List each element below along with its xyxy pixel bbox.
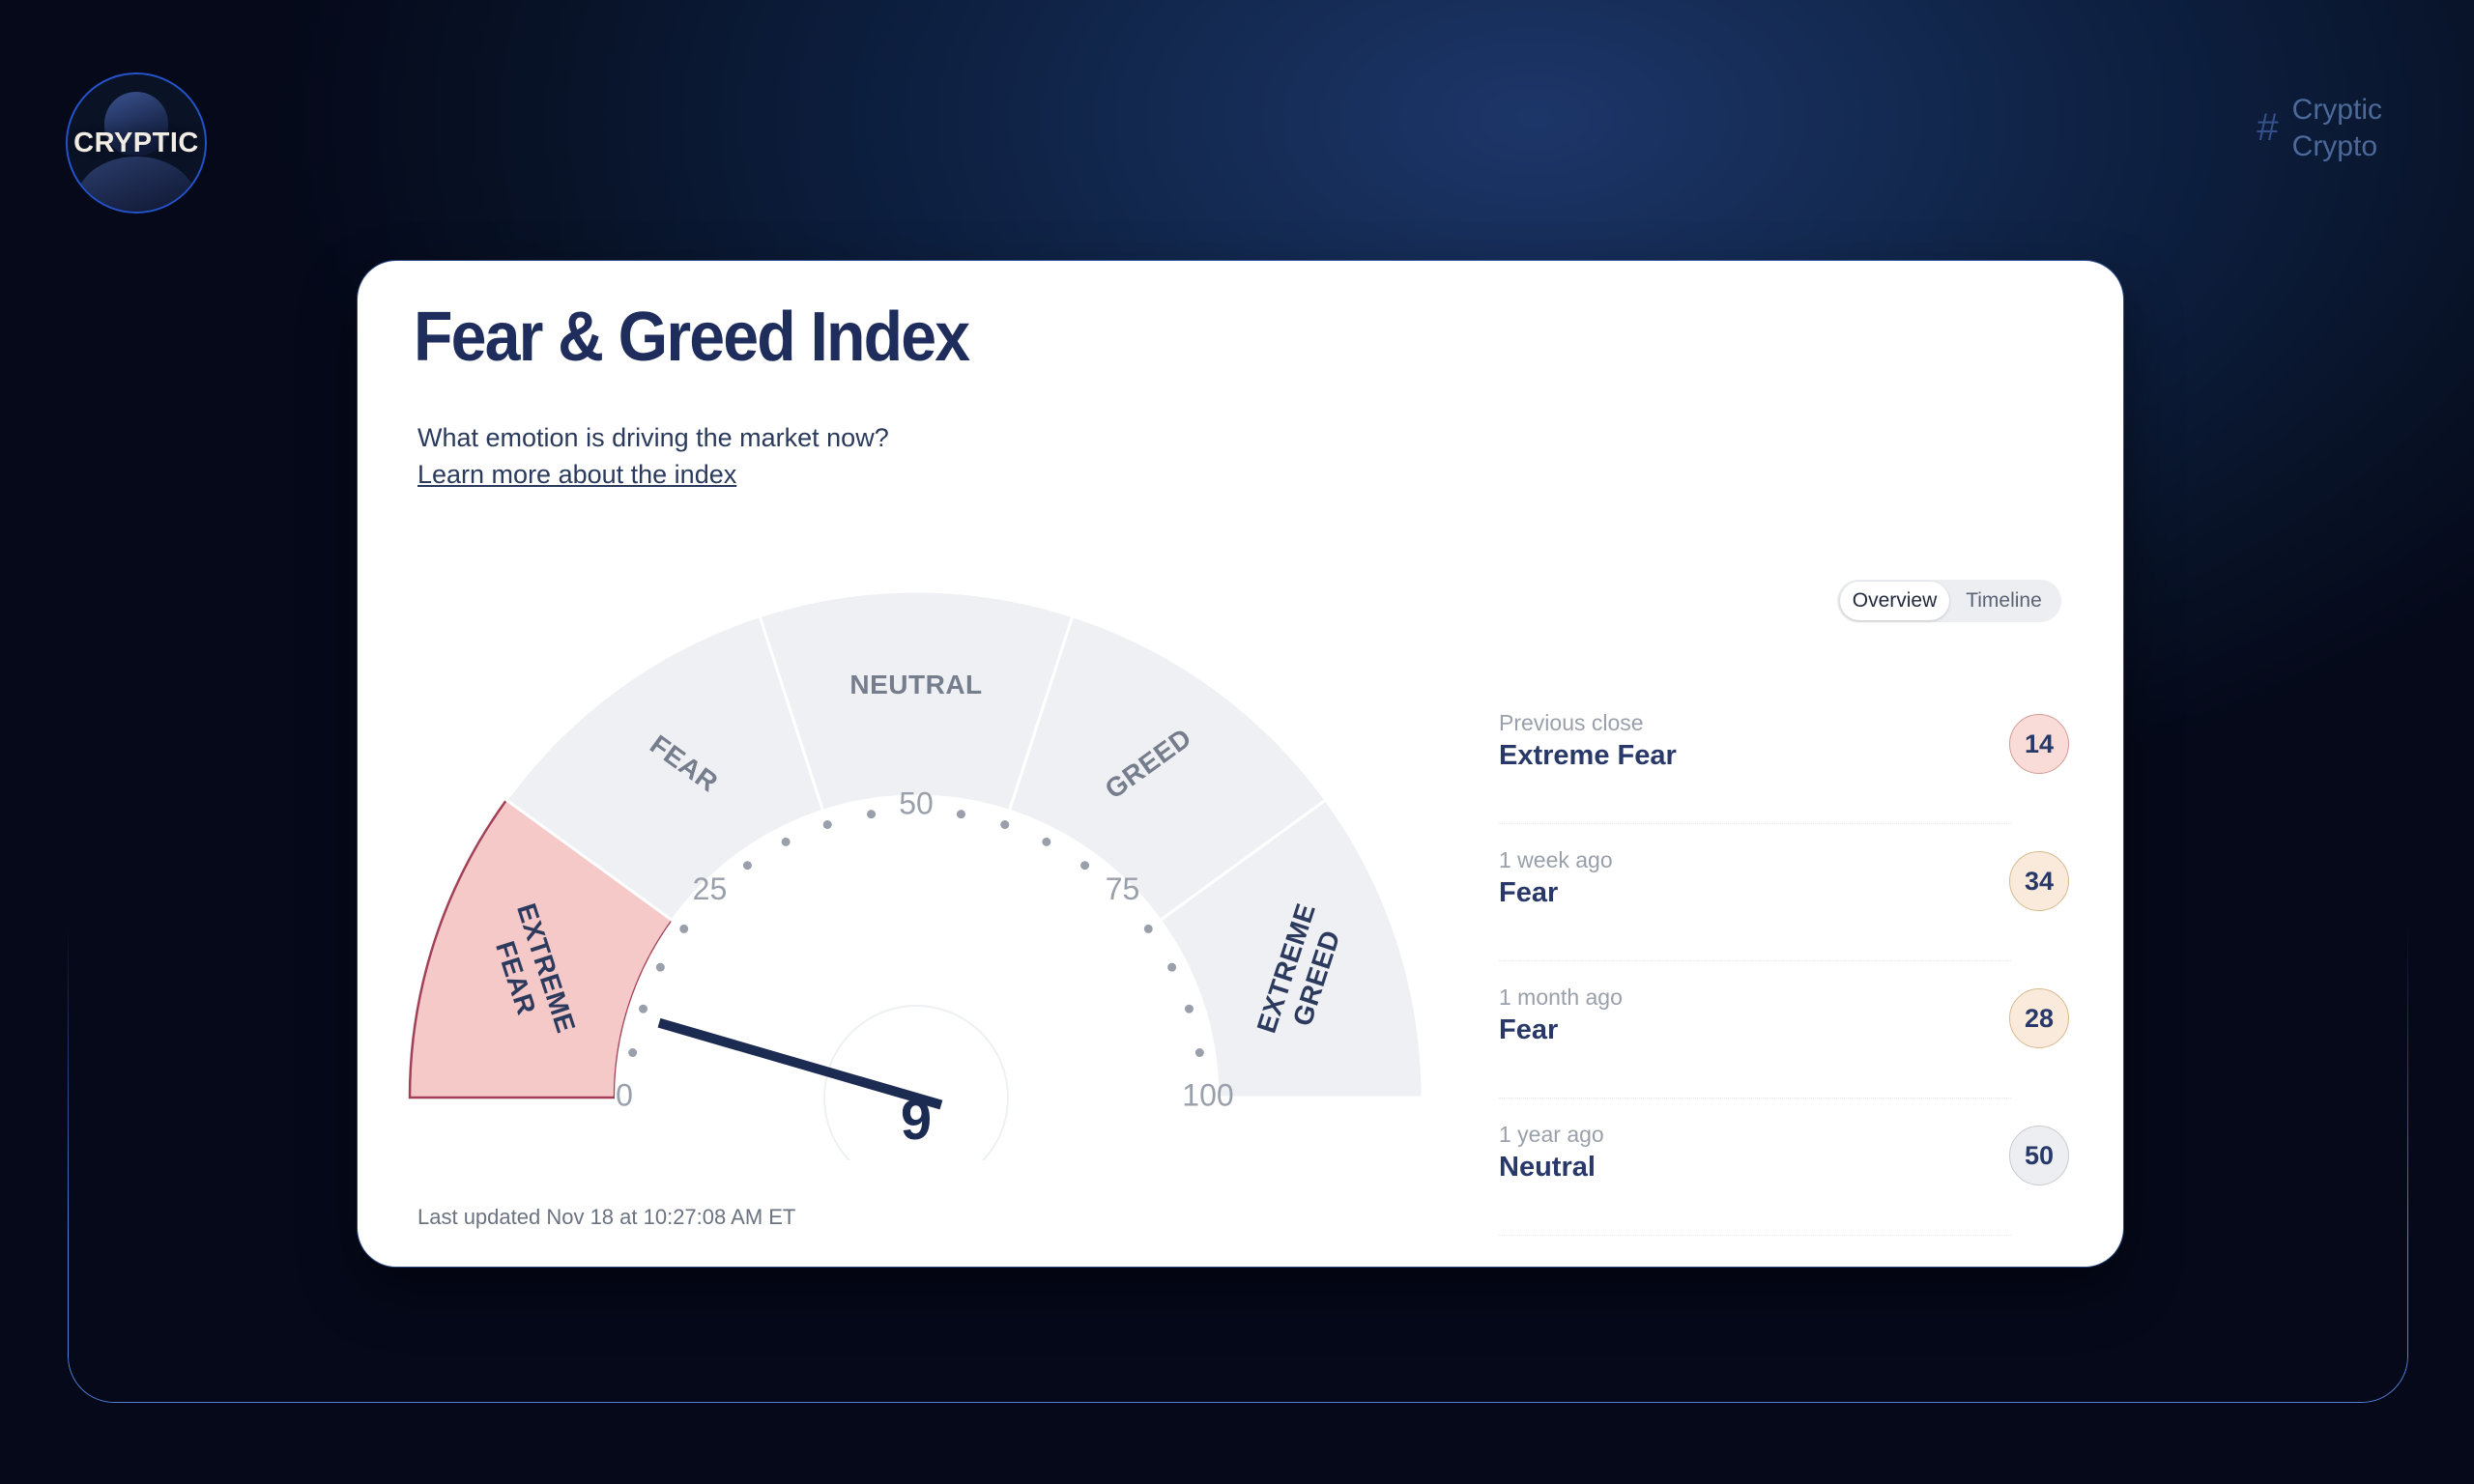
- svg-text:9: 9: [901, 1089, 932, 1152]
- svg-text:25: 25: [693, 871, 728, 906]
- svg-text:100: 100: [1182, 1077, 1233, 1112]
- svg-text:75: 75: [1106, 871, 1140, 906]
- svg-text:0: 0: [616, 1077, 633, 1112]
- svg-text:NEUTRAL: NEUTRAL: [849, 670, 982, 699]
- svg-text:50: 50: [899, 785, 934, 820]
